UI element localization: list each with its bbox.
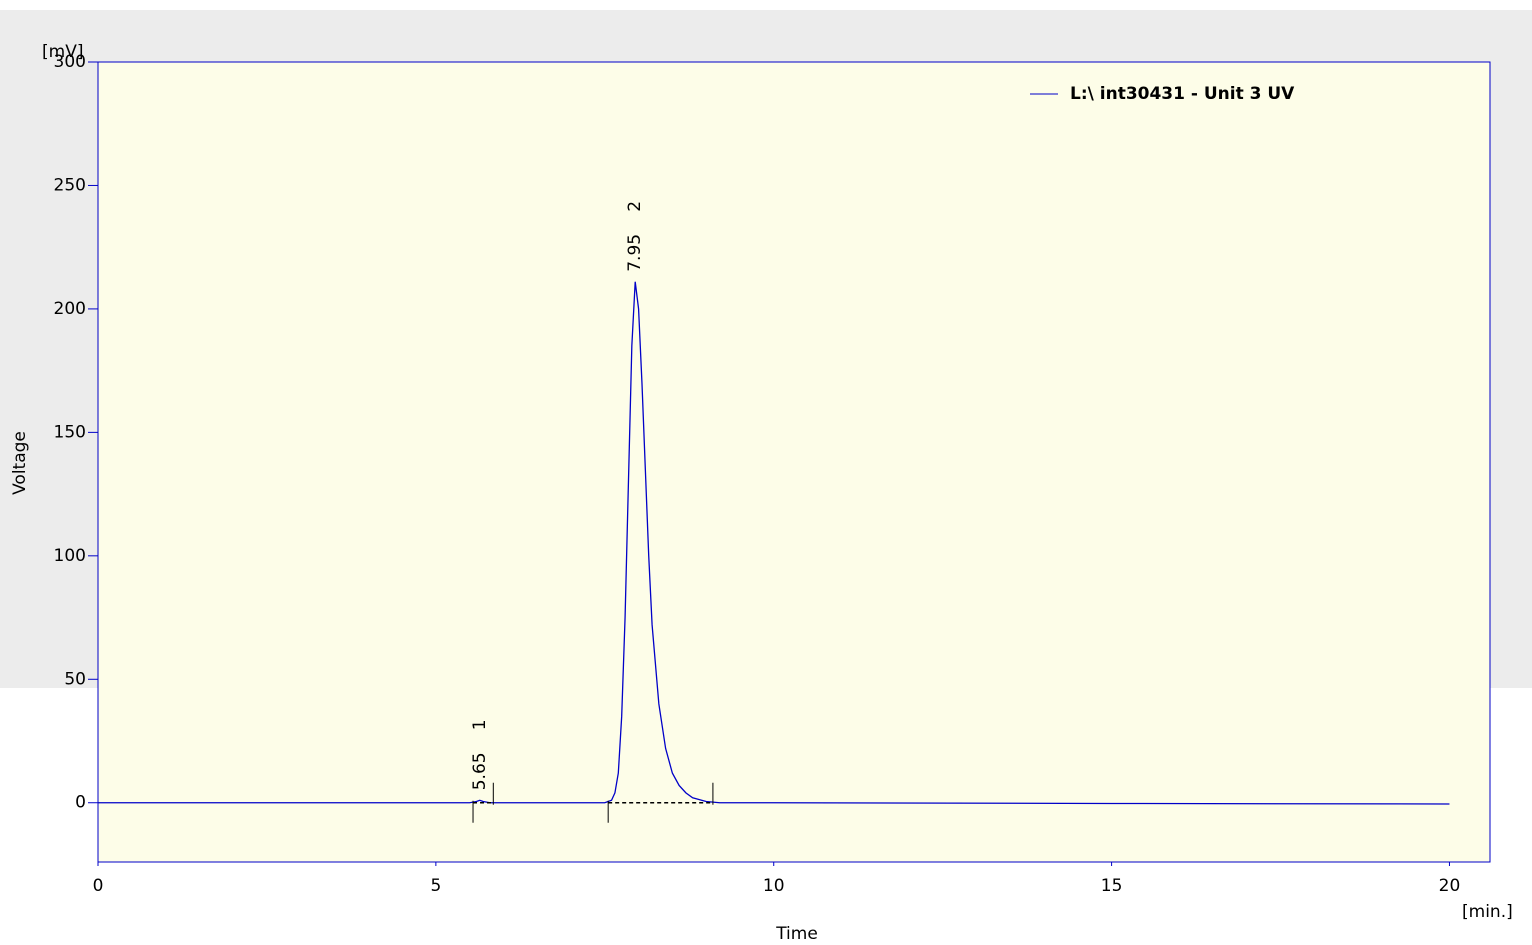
y-tick-label: 250 (54, 175, 86, 195)
peak-number-label: 1 (470, 719, 490, 730)
x-tick-label: 0 (93, 876, 104, 896)
x-tick-label: 10 (763, 876, 785, 896)
y-axis-label: Voltage (10, 431, 30, 495)
peak-rt-label: 7.95 (625, 234, 645, 272)
y-tick-label: 200 (54, 299, 86, 319)
x-tick-label: 5 (430, 876, 441, 896)
x-unit: [min.] (1462, 902, 1513, 922)
peak-rt-label: 5.65 (470, 752, 490, 790)
x-axis-label: Time (775, 924, 818, 944)
plot-area (97, 61, 1491, 863)
x-tick-label: 20 (1439, 876, 1461, 896)
y-tick-label: 100 (54, 546, 86, 566)
y-unit: [mV] (42, 42, 83, 62)
trace-line (98, 281, 1450, 805)
y-tick-label: 150 (54, 422, 86, 442)
x-tick-label: 15 (1101, 876, 1123, 896)
peak-number-label: 2 (625, 201, 645, 212)
y-tick-label: 0 (75, 793, 86, 813)
y-tick-label: 300 (54, 52, 86, 72)
y-tick-label: 50 (64, 669, 86, 689)
legend-label: L:\ int30431 - Unit 3 UV (1070, 84, 1295, 104)
